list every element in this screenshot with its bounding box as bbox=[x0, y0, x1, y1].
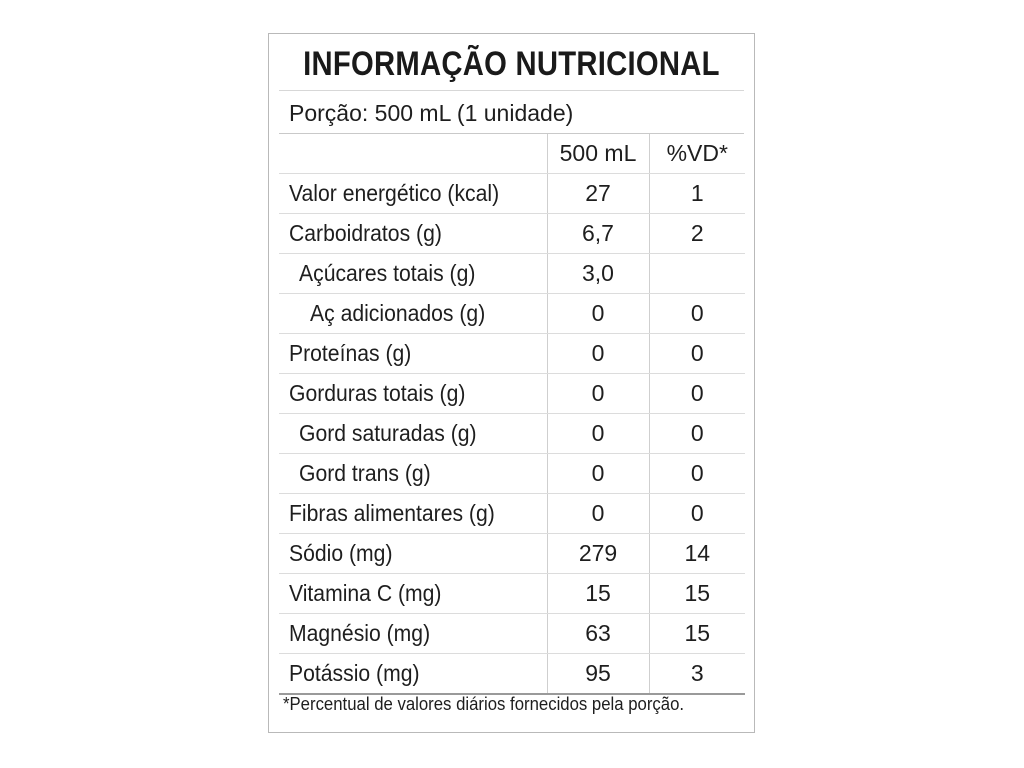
portion-divider bbox=[279, 133, 744, 134]
table-row: Fibras alimentares (g) 0 0 bbox=[279, 493, 745, 534]
nutrient-daily-value: 0 bbox=[648, 453, 745, 494]
nutrient-daily-value: 1 bbox=[648, 173, 745, 214]
nutrient-name: Vitamina C (mg) bbox=[279, 573, 547, 614]
nutrient-name: Valor energético (kcal) bbox=[279, 173, 547, 214]
nutrient-amount: 0 bbox=[546, 373, 649, 414]
nutrient-daily-value: 0 bbox=[648, 493, 745, 534]
nutrient-name: Gord trans (g) bbox=[279, 453, 547, 494]
nutrient-daily-value: 2 bbox=[648, 213, 745, 254]
nutrient-name: Magnésio (mg) bbox=[279, 613, 547, 654]
nutrient-name-text: Vitamina C (mg) bbox=[289, 580, 442, 606]
nutrient-daily-value: 0 bbox=[648, 293, 745, 334]
nutrient-amount: 27 bbox=[546, 173, 649, 214]
nutrient-name: Gord saturadas (g) bbox=[279, 413, 547, 454]
nutrient-name: Potássio (mg) bbox=[279, 653, 547, 695]
table-row: Gord trans (g) 0 0 bbox=[279, 453, 745, 494]
nutrient-amount: 0 bbox=[546, 413, 649, 454]
nutrient-name: Carboidratos (g) bbox=[279, 213, 547, 254]
nutrition-facts-label: INFORMAÇÃO NUTRICIONAL Porção: 500 mL (1… bbox=[268, 33, 755, 733]
nutrient-name-text: Magnésio (mg) bbox=[289, 620, 431, 646]
table-row: Vitamina C (mg) 15 15 bbox=[279, 573, 745, 614]
nutrient-amount: 3,0 bbox=[546, 253, 649, 294]
nutrient-name-text: Valor energético (kcal) bbox=[289, 180, 500, 206]
nutrient-daily-value bbox=[648, 253, 745, 294]
nutrient-amount: 95 bbox=[546, 653, 649, 695]
label-title: INFORMAÇÃO NUTRICIONAL bbox=[303, 45, 720, 83]
nutrient-amount: 0 bbox=[546, 453, 649, 494]
nutrient-name-text: Proteínas (g) bbox=[289, 340, 412, 366]
nutrient-daily-value: 0 bbox=[648, 373, 745, 414]
nutrient-name-text: Potássio (mg) bbox=[289, 660, 420, 686]
nutrient-name: Fibras alimentares (g) bbox=[279, 493, 547, 534]
nutrient-name-text: Gorduras totais (g) bbox=[289, 380, 466, 406]
table-row: Açúcares totais (g) 3,0 bbox=[279, 253, 745, 294]
nutrient-name: Gorduras totais (g) bbox=[279, 373, 547, 414]
table-row: Magnésio (mg) 63 15 bbox=[279, 613, 745, 654]
nutrient-name-text: Aç adicionados (g) bbox=[310, 300, 486, 326]
nutrient-name: Proteínas (g) bbox=[279, 333, 547, 374]
table-header-row: 500 mL %VD* bbox=[279, 134, 745, 174]
footnote: *Percentual de valores diários fornecido… bbox=[283, 694, 685, 714]
nutrient-amount: 0 bbox=[546, 333, 649, 374]
nutrient-amount: 0 bbox=[546, 293, 649, 334]
nutrient-name-text: Gord trans (g) bbox=[299, 460, 431, 486]
nutrient-name: Aç adicionados (g) bbox=[279, 293, 547, 334]
nutrition-table: 500 mL %VD* Valor energético (kcal) 27 1 Ca… bbox=[279, 134, 745, 695]
header-amount: 500 mL bbox=[546, 134, 649, 174]
nutrient-amount: 15 bbox=[546, 573, 649, 614]
nutrient-name-text: Gord saturadas (g) bbox=[299, 420, 477, 446]
table-row: Gorduras totais (g) 0 0 bbox=[279, 373, 745, 414]
nutrient-daily-value: 0 bbox=[648, 333, 745, 374]
nutrient-name-text: Fibras alimentares (g) bbox=[289, 500, 495, 526]
nutrient-name: Açúcares totais (g) bbox=[279, 253, 547, 294]
nutrient-amount: 63 bbox=[546, 613, 649, 654]
nutrient-name-text: Sódio (mg) bbox=[289, 540, 393, 566]
nutrient-daily-value: 3 bbox=[648, 653, 745, 695]
nutrient-name-text: Açúcares totais (g) bbox=[299, 260, 476, 286]
nutrient-amount: 0 bbox=[546, 493, 649, 534]
nutrient-name-text: Carboidratos (g) bbox=[289, 220, 442, 246]
nutrient-daily-value: 0 bbox=[648, 413, 745, 454]
table-row: Gord saturadas (g) 0 0 bbox=[279, 413, 745, 454]
nutrient-daily-value: 15 bbox=[648, 613, 745, 654]
title-divider bbox=[279, 90, 744, 91]
table-row: Aç adicionados (g) 0 0 bbox=[279, 293, 745, 334]
table-row: Potássio (mg) 95 3 bbox=[279, 653, 745, 695]
header-daily-value: %VD* bbox=[648, 134, 745, 174]
nutrition-table-body: 500 mL %VD* Valor energético (kcal) 27 1 Ca… bbox=[279, 134, 745, 695]
table-row: Proteínas (g) 0 0 bbox=[279, 333, 745, 374]
table-row: Carboidratos (g) 6,7 2 bbox=[279, 213, 745, 254]
nutrient-daily-value: 15 bbox=[648, 573, 745, 614]
portion-size: Porção: 500 mL (1 unidade) bbox=[289, 100, 574, 126]
nutrient-daily-value: 14 bbox=[648, 533, 745, 574]
table-row: Valor energético (kcal) 27 1 bbox=[279, 173, 745, 214]
header-nutrient-cell bbox=[279, 134, 547, 174]
nutrient-name: Sódio (mg) bbox=[279, 533, 547, 574]
nutrient-amount: 6,7 bbox=[546, 213, 649, 254]
table-row: Sódio (mg) 279 14 bbox=[279, 533, 745, 574]
nutrient-amount: 279 bbox=[546, 533, 649, 574]
